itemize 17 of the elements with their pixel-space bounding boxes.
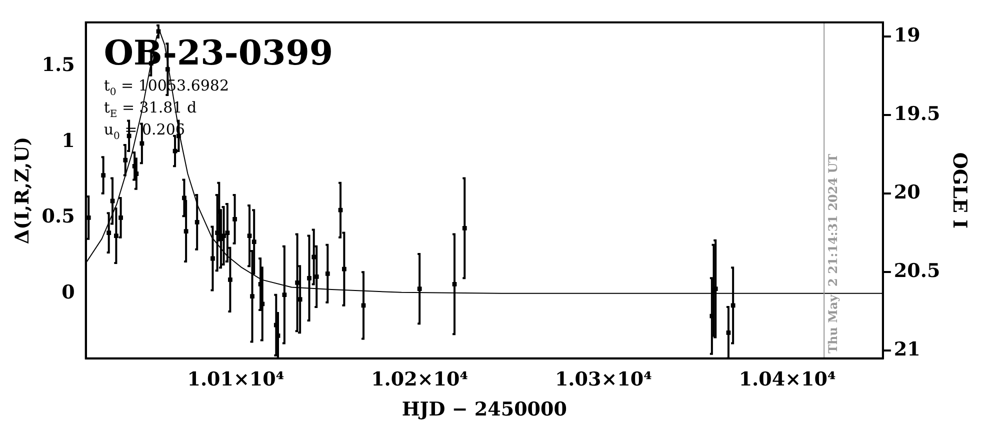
x-tick-label: 1.02×10⁴ <box>371 368 468 391</box>
y-tick-label: 1.5 <box>42 54 75 76</box>
annotation: Thu May 2 21:14:31 2024 UT <box>826 154 840 354</box>
y2-tick-label: 19 <box>894 24 920 46</box>
x-tick-label: 1.04×10⁴ <box>738 368 836 391</box>
y2-tick-label: 19.5 <box>894 102 940 125</box>
y2-tick-label: 20 <box>894 181 920 204</box>
y-tick-label: 1 <box>62 130 75 152</box>
y-tick-label: 0.5 <box>42 206 75 228</box>
y2-axis-title: OGLE I <box>948 152 971 229</box>
x-tick-label: 1.03×10⁴ <box>554 368 652 391</box>
x-axis-title: HJD − 2450000 <box>402 398 567 421</box>
y-tick-label: 0 <box>62 281 75 304</box>
x-tick-label: 1.01×10⁴ <box>187 368 284 391</box>
y2-tick-label: 20.5 <box>894 260 940 282</box>
y-axis-title: Δ(I,R,Z,U) <box>11 136 34 244</box>
y2-tick-label: 21 <box>894 338 920 360</box>
